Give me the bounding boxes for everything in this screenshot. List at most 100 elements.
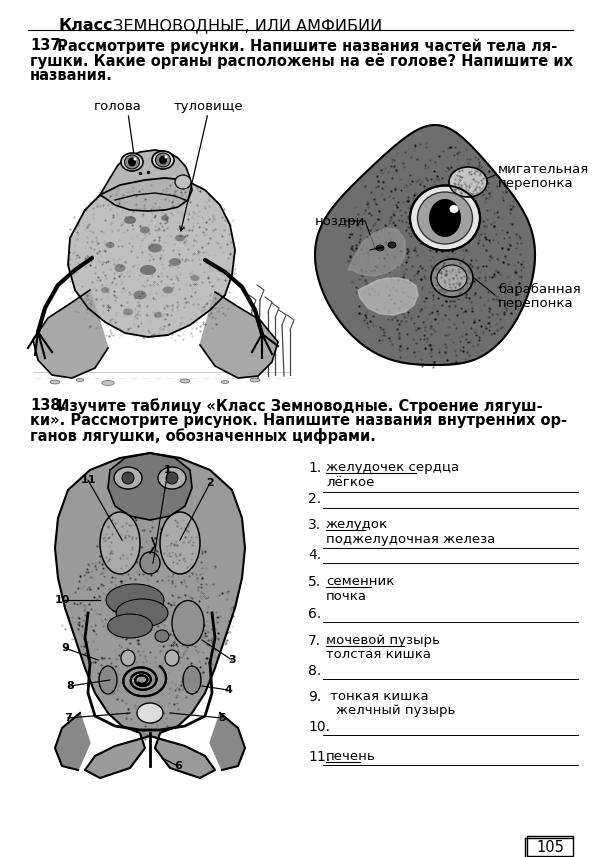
Ellipse shape [106, 584, 164, 616]
Ellipse shape [154, 312, 162, 318]
Polygon shape [55, 453, 245, 778]
Ellipse shape [449, 167, 487, 197]
Ellipse shape [376, 245, 384, 251]
Polygon shape [210, 713, 245, 770]
Ellipse shape [410, 185, 480, 250]
Ellipse shape [140, 265, 156, 275]
Text: гушки. Какие органы расположены на её голове? Напишите их: гушки. Какие органы расположены на её го… [30, 53, 573, 69]
Ellipse shape [165, 650, 179, 666]
Ellipse shape [114, 657, 176, 709]
Polygon shape [315, 125, 535, 365]
Ellipse shape [180, 379, 190, 383]
Text: 2.: 2. [308, 492, 321, 506]
Ellipse shape [124, 216, 136, 224]
Ellipse shape [418, 192, 472, 244]
Text: 6: 6 [174, 761, 182, 771]
Ellipse shape [133, 291, 147, 299]
Text: 10: 10 [54, 595, 70, 605]
Ellipse shape [140, 552, 160, 574]
Ellipse shape [158, 467, 186, 489]
Ellipse shape [159, 155, 167, 165]
Text: 11.: 11. [308, 750, 330, 764]
Polygon shape [348, 228, 405, 276]
Ellipse shape [128, 158, 136, 166]
Ellipse shape [156, 153, 171, 167]
Polygon shape [55, 713, 90, 770]
Text: Класс: Класс [58, 18, 112, 33]
Polygon shape [100, 150, 192, 211]
Text: барабанная: барабанная [498, 283, 581, 296]
Text: 6.: 6. [308, 607, 322, 621]
Text: 3.: 3. [308, 518, 321, 532]
Text: 137.: 137. [30, 38, 66, 53]
Text: 2: 2 [206, 478, 214, 488]
Ellipse shape [172, 601, 204, 645]
Text: 8: 8 [66, 681, 74, 691]
Ellipse shape [50, 380, 60, 384]
Ellipse shape [169, 258, 181, 266]
Polygon shape [358, 278, 418, 315]
Text: ноздри: ноздри [315, 215, 365, 228]
Text: мочевой пузырь: мочевой пузырь [326, 634, 440, 647]
Ellipse shape [102, 381, 114, 386]
Text: печень: печень [326, 750, 376, 763]
Text: желудочек сердца: желудочек сердца [326, 461, 459, 474]
Ellipse shape [450, 205, 459, 213]
Text: туловище: туловище [173, 100, 243, 113]
Text: 11: 11 [81, 475, 96, 485]
Ellipse shape [162, 286, 174, 293]
Ellipse shape [175, 235, 185, 242]
Ellipse shape [166, 472, 178, 484]
Text: лёгкое: лёгкое [326, 476, 374, 489]
Ellipse shape [123, 309, 133, 315]
Ellipse shape [429, 199, 461, 237]
Ellipse shape [388, 242, 396, 248]
Text: 7.: 7. [308, 634, 321, 648]
Text: 4.: 4. [308, 548, 321, 562]
Ellipse shape [100, 512, 140, 574]
Text: толстая кишка: толстая кишка [326, 648, 431, 661]
Text: тонкая кишка: тонкая кишка [326, 690, 429, 703]
Ellipse shape [161, 215, 169, 221]
Text: голова: голова [94, 100, 142, 113]
Ellipse shape [108, 614, 153, 638]
Text: почка: почка [326, 590, 367, 603]
Text: желчный пузырь: желчный пузырь [336, 704, 456, 717]
Text: ганов лягушки, обозначенных цифрами.: ганов лягушки, обозначенных цифрами. [30, 428, 376, 444]
Ellipse shape [106, 242, 115, 248]
Text: желудок: желудок [326, 518, 388, 531]
Ellipse shape [175, 175, 191, 189]
Ellipse shape [137, 703, 163, 723]
Ellipse shape [431, 259, 473, 297]
Ellipse shape [99, 666, 117, 694]
Text: названия.: названия. [30, 68, 113, 83]
Text: перепонка: перепонка [498, 297, 573, 310]
Text: семенник: семенник [326, 575, 394, 588]
Ellipse shape [116, 599, 168, 627]
Polygon shape [33, 290, 108, 378]
Ellipse shape [140, 226, 150, 233]
Text: 5.: 5. [308, 575, 321, 589]
Ellipse shape [124, 155, 139, 169]
Text: 10.: 10. [308, 720, 330, 734]
Text: 4: 4 [224, 685, 232, 695]
Text: перепонка: перепонка [498, 177, 573, 190]
Ellipse shape [221, 381, 229, 383]
Text: 9: 9 [61, 643, 69, 653]
Text: 7: 7 [64, 713, 72, 723]
Text: 138.: 138. [30, 398, 66, 413]
Ellipse shape [101, 287, 109, 293]
Text: 9.: 9. [308, 690, 322, 704]
Ellipse shape [121, 153, 143, 171]
Text: Изучите таблицу «Класс Земноводные. Строение лягуш-: Изучите таблицу «Класс Земноводные. Стро… [52, 398, 543, 414]
Ellipse shape [165, 155, 168, 159]
Text: 5: 5 [218, 713, 226, 723]
Ellipse shape [191, 275, 200, 281]
Text: мигательная: мигательная [498, 163, 589, 176]
Polygon shape [200, 292, 278, 378]
Polygon shape [108, 453, 192, 520]
Polygon shape [68, 178, 235, 337]
Bar [527, 836, 573, 856]
Text: 8.: 8. [308, 664, 322, 678]
Ellipse shape [437, 265, 467, 291]
